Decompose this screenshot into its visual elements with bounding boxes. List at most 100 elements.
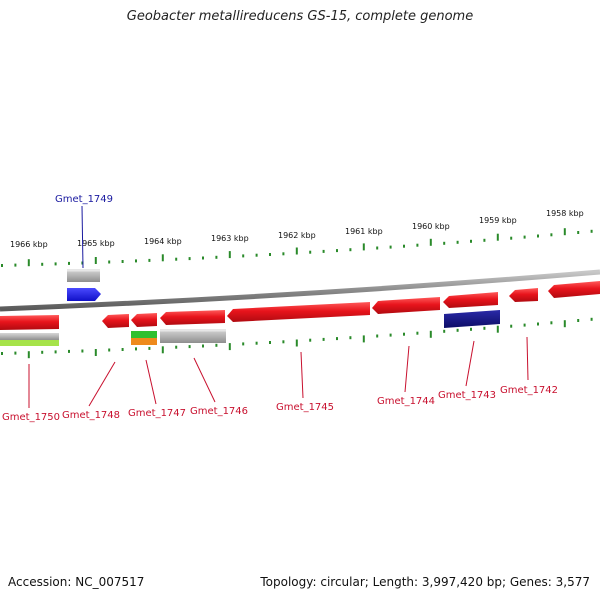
scale-tick-minor xyxy=(148,346,151,350)
scale-tick-major xyxy=(362,243,365,251)
gene-feature-1749-grey[interactable] xyxy=(67,269,100,282)
scale-tick-minor xyxy=(1,264,3,267)
scale-label-1960: 1960 kbp xyxy=(412,222,450,231)
scale-tick-minor xyxy=(349,336,352,340)
gene-feature-1745[interactable] xyxy=(227,302,370,322)
gene-feature-1748[interactable] xyxy=(102,314,129,328)
gene-feature-1747-orange[interactable] xyxy=(131,338,157,345)
gene-label-1745[interactable]: Gmet_1745 xyxy=(276,402,334,413)
gene-label-1747[interactable]: Gmet_1747 xyxy=(128,408,186,419)
gene-feature-1742[interactable] xyxy=(509,288,538,302)
scale-tick-minor xyxy=(269,253,271,256)
scale-tick-major xyxy=(295,247,298,255)
gene-label-1749[interactable]: Gmet_1749 xyxy=(55,194,113,205)
scale-tick-major xyxy=(228,343,231,351)
scale-tick-minor xyxy=(202,256,204,260)
features-cds xyxy=(0,281,600,330)
scale-label-1959: 1959 kbp xyxy=(479,216,517,225)
features-lower xyxy=(0,310,500,346)
scale-tick-major xyxy=(94,257,97,264)
scale-tick-major xyxy=(27,259,30,267)
scale-tick-minor xyxy=(550,321,553,325)
scale-label-1964: 1964 kbp xyxy=(144,237,182,246)
scale-ticks-upper xyxy=(1,228,593,267)
scale-tick-minor xyxy=(403,244,405,248)
scale-tick-minor xyxy=(242,254,245,258)
scale-tick-minor xyxy=(456,240,459,244)
gene-feature-1750-lime[interactable] xyxy=(0,340,59,346)
scale-tick-major xyxy=(563,320,566,328)
scale-tick-minor xyxy=(255,253,258,257)
scale-tick-minor xyxy=(14,351,17,355)
scale-tick-minor xyxy=(148,258,151,262)
gene-label-1742[interactable]: Gmet_1742 xyxy=(500,385,558,396)
scale-tick-minor xyxy=(416,243,419,247)
scale-labels: 1966 kbp 1965 kbp 1964 kbp 1963 kbp 1962… xyxy=(10,209,584,249)
scale-tick-major xyxy=(27,351,30,359)
gene-label-1748[interactable]: Gmet_1748 xyxy=(62,410,120,421)
scale-tick-minor xyxy=(81,349,84,353)
gene-feature-1747-green[interactable] xyxy=(131,331,157,338)
gene-label-1750[interactable]: Gmet_1750 xyxy=(2,412,60,423)
scale-tick-minor xyxy=(550,233,553,237)
scale-tick-minor xyxy=(510,236,513,240)
scale-tick-minor xyxy=(282,340,285,344)
scale-tick-minor xyxy=(537,322,539,326)
scale-label-1966: 1966 kbp xyxy=(10,240,48,249)
scale-tick-minor xyxy=(41,262,44,266)
gene-feature-1747[interactable] xyxy=(131,313,157,327)
scale-tick-major xyxy=(496,233,499,241)
scale-label-1965: 1965 kbp xyxy=(77,239,115,248)
scale-tick-minor xyxy=(135,347,137,351)
scale-tick-minor xyxy=(188,345,191,349)
scale-tick-minor xyxy=(389,245,392,249)
gene-feature-1746-grey[interactable] xyxy=(160,329,226,343)
scale-tick-minor xyxy=(41,350,44,354)
scale-label-1963: 1963 kbp xyxy=(211,234,249,243)
scale-tick-minor xyxy=(456,328,459,332)
gene-label-1746[interactable]: Gmet_1746 xyxy=(190,406,248,417)
gene-feature-1749-blue[interactable] xyxy=(67,288,101,301)
scale-tick-minor xyxy=(135,259,137,263)
gene-feature-1743-navy[interactable] xyxy=(444,310,500,328)
scale-tick-minor xyxy=(523,235,526,239)
gene-feature-1746[interactable] xyxy=(160,310,225,325)
scale-tick-minor xyxy=(81,261,84,265)
label-leaders xyxy=(28,205,529,408)
gene-feature-next[interactable] xyxy=(548,281,600,298)
scale-tick-minor xyxy=(376,334,379,338)
scale-tick-major xyxy=(228,251,231,259)
scale-tick-minor xyxy=(389,333,392,337)
scale-tick-minor xyxy=(188,257,191,261)
gene-label-1744[interactable]: Gmet_1744 xyxy=(377,396,435,407)
scale-tick-minor xyxy=(322,249,325,253)
features-upper xyxy=(67,269,101,301)
scale-tick-minor xyxy=(523,323,526,327)
scale-tick-minor xyxy=(68,349,70,353)
scale-tick-minor xyxy=(336,249,338,253)
scale-tick-minor xyxy=(443,329,446,333)
gene-feature-1750-grey[interactable] xyxy=(0,333,59,340)
scale-tick-minor xyxy=(108,348,111,352)
genome-backbone xyxy=(0,269,600,312)
scale-tick-major xyxy=(295,339,298,347)
scale-tick-minor xyxy=(336,337,338,341)
scale-tick-minor xyxy=(577,319,580,322)
scale-tick-minor xyxy=(255,341,258,345)
scale-tick-major xyxy=(496,325,499,333)
scale-tick-minor xyxy=(202,344,204,348)
scale-tick-minor xyxy=(376,246,379,250)
gene-feature-1750[interactable] xyxy=(0,315,59,330)
scale-tick-major xyxy=(161,346,164,354)
scale-tick-minor xyxy=(215,255,218,259)
gene-labels: Gmet_1749 Gmet_1750 Gmet_1748 Gmet_1747 … xyxy=(2,194,558,423)
gene-feature-1744[interactable] xyxy=(372,297,440,314)
gene-label-1743[interactable]: Gmet_1743 xyxy=(438,390,496,401)
scale-tick-minor xyxy=(483,238,486,242)
scale-tick-minor xyxy=(242,342,245,346)
scale-tick-minor xyxy=(14,263,17,267)
scale-tick-minor xyxy=(68,261,70,265)
scale-tick-minor xyxy=(590,229,593,233)
scale-label-1958: 1958 kbp xyxy=(546,209,584,218)
gene-feature-1743[interactable] xyxy=(443,292,498,308)
